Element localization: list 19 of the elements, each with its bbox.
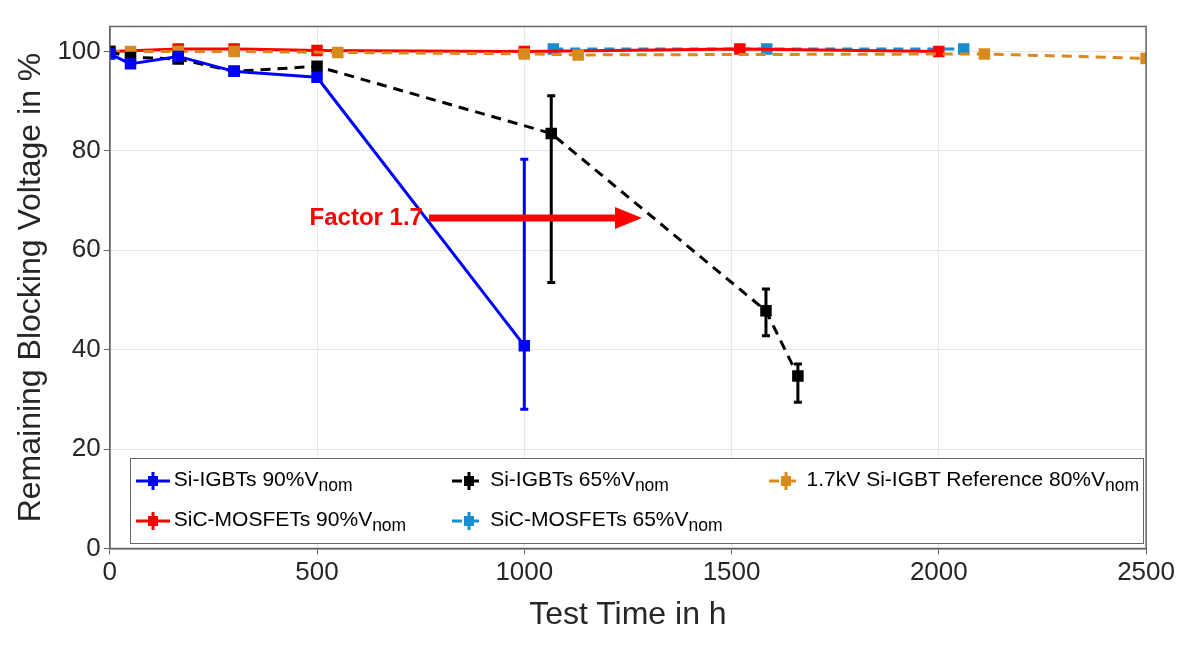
x-tick-label: 2000 xyxy=(909,556,968,587)
legend-label: Si-IGBTs 90%V$_{nom}$ xyxy=(173,466,353,496)
legend-label: SiC-MOSFETs 90%V$_{nom}$ xyxy=(173,506,407,536)
annotation: Factor 1.7 xyxy=(309,202,423,230)
x-tick-label: 2500 xyxy=(1117,556,1175,587)
x-tick-label: 1000 xyxy=(495,556,554,587)
x-tick-label: 1500 xyxy=(702,556,761,587)
legend-label: 1.7kV Si-IGBT Reference 80%V$_{nom}$ xyxy=(806,466,1140,496)
x-axis-title: Test Time in h xyxy=(529,594,727,631)
y-tick-label: 60 xyxy=(71,233,101,264)
legend-label: SiC-MOSFETs 65%V$_{nom}$ xyxy=(490,506,723,536)
x-tick-label: 500 xyxy=(295,556,339,587)
y-tick-label: 20 xyxy=(71,432,101,463)
y-tick-label: 0 xyxy=(86,531,101,562)
y-axis-title: Remaining Blocking Voltage in % xyxy=(11,52,48,523)
y-tick-label: 100 xyxy=(57,34,101,65)
y-tick-label: 40 xyxy=(71,332,101,363)
legend-label: Si-IGBTs 65%V$_{nom}$ xyxy=(490,466,669,496)
y-tick-label: 80 xyxy=(71,134,101,165)
